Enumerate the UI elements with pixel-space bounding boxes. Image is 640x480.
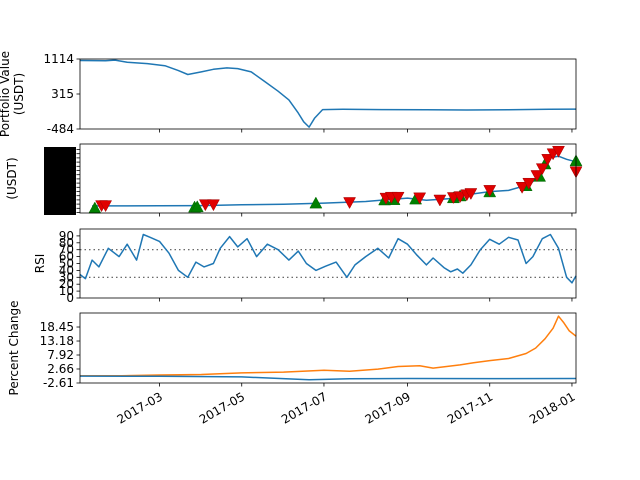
y-tick-label: 40 (59, 263, 74, 277)
x-tick-label: 2017-11 (445, 389, 495, 426)
y-axis-label: Portfolio Value(USDT) (0, 51, 26, 137)
overlapping-y-tick-label (44, 147, 76, 152)
sell-marker (522, 177, 536, 190)
sell-marker (207, 199, 220, 212)
sell-marker (515, 182, 529, 194)
sell-marker (552, 145, 565, 158)
overlapping-y-tick-label (44, 176, 76, 182)
overlapping-y-tick-label (44, 205, 76, 211)
sell-marker (541, 154, 555, 166)
overlapping-y-tick-label (44, 189, 76, 194)
y-tick-label: 7.92 (47, 348, 74, 362)
y-tick-label: 80 (59, 236, 74, 250)
y-tick-label: 2.66 (47, 362, 74, 376)
overlapping-y-tick-label (44, 180, 76, 186)
sell-marker (343, 197, 356, 210)
portfolio-value-line (79, 59, 577, 128)
price-line (92, 155, 577, 207)
sell-marker (198, 199, 212, 212)
overlapping-y-tick-label (44, 201, 76, 207)
overlapping-y-tick-label (44, 172, 76, 178)
overlapping-y-tick-label (44, 155, 76, 161)
y-tick-label: 1114 (43, 52, 74, 66)
overlapping-y-tick-label (44, 163, 76, 169)
y-tick-label: 0 (66, 291, 74, 305)
y-axis-label-line: RSI (33, 254, 47, 274)
sell-marker (483, 185, 497, 197)
y-axis-label-line: (USDT) (12, 73, 26, 115)
buy-marker (309, 196, 323, 209)
axes-frame (79, 58, 577, 130)
y-axis-label: RSI (33, 254, 47, 274)
sell-marker (464, 188, 478, 200)
rsi-line (79, 233, 577, 284)
y-tick-label: 90 (59, 229, 74, 243)
overlapping-y-tick-label (44, 151, 76, 157)
y-tick-label: 13.18 (40, 334, 74, 348)
strategy-percent-change-line (79, 315, 577, 377)
x-tick-label: 2017-05 (197, 389, 247, 426)
y-axis-label: (USDT) (5, 157, 19, 199)
x-tick-label: 2017-03 (115, 389, 165, 426)
overlapping-y-tick-label (44, 159, 76, 165)
y-axis-label-line: Portfolio Value (0, 51, 12, 137)
y-tick-label: 70 (59, 243, 74, 257)
y-axis-label-line: Percent Change (7, 301, 21, 396)
sell-marker (530, 170, 544, 182)
overlapping-y-tick-label (44, 197, 76, 203)
y-axis-label: Percent Change (7, 301, 21, 396)
y-tick-label: 10 (59, 284, 74, 298)
y-tick-label: 315 (51, 87, 74, 101)
sell-marker (413, 192, 427, 205)
axes-frame (79, 312, 577, 384)
y-tick-label: 50 (59, 257, 74, 271)
overlapping-y-tick-label (44, 168, 76, 173)
y-tick-label: 30 (59, 270, 74, 284)
sell-marker (535, 163, 549, 176)
y-tick-label: 60 (59, 250, 74, 264)
price-signals-axes: (USDT) (5, 143, 583, 217)
x-tick-label: 2017-09 (363, 389, 413, 426)
y-tick-label: -484 (47, 122, 74, 136)
benchmark-percent-change-line (79, 375, 577, 381)
sell-marker (391, 191, 405, 204)
y-tick-label: 20 (59, 277, 74, 291)
y-axis-label-line: (USDT) (5, 157, 19, 199)
buy-marker (190, 200, 204, 213)
y-tick-label: -2.61 (43, 376, 74, 390)
sell-marker (433, 194, 447, 207)
x-tick-label: 2018-01 (527, 389, 577, 426)
y-tick-label: 18.45 (40, 320, 74, 334)
overlapping-y-tick-label (44, 193, 76, 199)
overlapping-y-tick-label (44, 210, 76, 215)
x-tick-label: 2017-07 (279, 389, 329, 426)
sell-marker (99, 200, 113, 213)
overlapping-y-tick-label (44, 184, 76, 190)
portfolio-value-axes: 1114 315 -484 Portfolio Value(USDT) (0, 51, 577, 137)
